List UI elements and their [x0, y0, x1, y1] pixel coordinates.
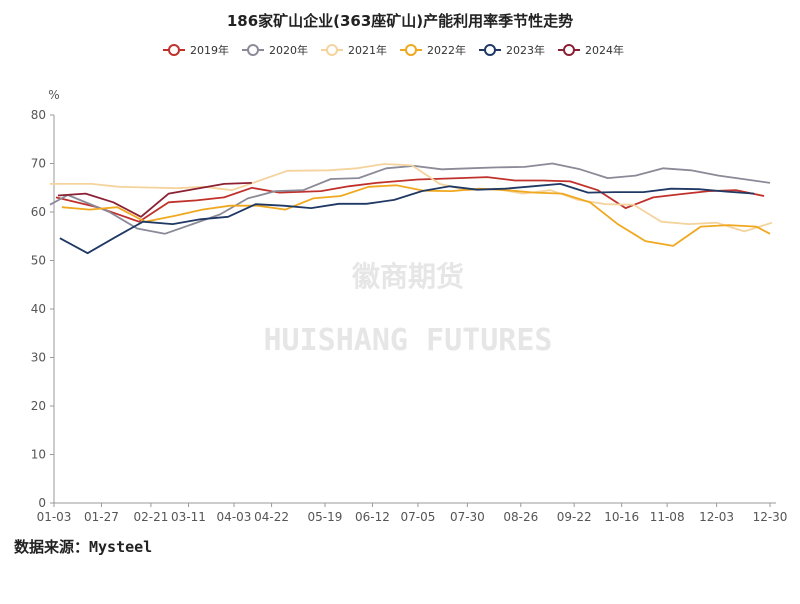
legend: 2019年 2020年 2021年 2022年 2023年 2024年	[163, 43, 624, 57]
chart-title: 186家矿山企业(363座矿山)产能利用率季节性走势	[227, 12, 573, 30]
x-tick-label: 05-19	[308, 510, 343, 524]
series-line-2019年	[55, 176, 765, 223]
y-axis-unit: %	[48, 88, 59, 102]
y-tick-label: 20	[31, 399, 46, 413]
x-tick-label: 03-11	[171, 510, 206, 524]
legend-label: 2024年	[585, 43, 624, 57]
legend-label: 2023年	[506, 43, 545, 57]
x-tick-label: 10-16	[604, 510, 639, 524]
series-lines	[49, 162, 773, 255]
x-tick-label: 12-03	[699, 510, 734, 524]
watermark-cn: 徽商期货	[351, 260, 464, 293]
x-tick-label: 01-27	[84, 510, 119, 524]
legend-swatch-marker	[405, 44, 417, 56]
x-tick-label: 08-26	[503, 510, 538, 524]
legend-item: 2019年	[163, 43, 229, 57]
legend-swatch-marker	[484, 44, 496, 56]
series-line-2024年	[57, 182, 252, 218]
x-tick-label: 04-03	[217, 510, 252, 524]
series-line-2023年	[59, 182, 755, 255]
x-tick-label: 06-12	[355, 510, 390, 524]
x-tick-label: 07-05	[400, 510, 435, 524]
series-line-2021年	[50, 163, 773, 233]
watermark-en: HUISHANG FUTURES	[264, 323, 553, 358]
legend-item: 2023年	[479, 43, 545, 57]
watermark: 徽商期货 HUISHANG FUTURES	[264, 260, 553, 358]
legend-swatch-marker	[326, 44, 338, 56]
legend-label: 2020年	[269, 43, 308, 57]
x-tick-label: 09-22	[557, 510, 592, 524]
x-tick-label: 02-21	[133, 510, 168, 524]
y-tick-label: 0	[38, 496, 46, 510]
legend-swatch-marker	[168, 44, 180, 56]
y-tick-label: 60	[31, 205, 46, 219]
x-tick-label: 01-03	[37, 510, 72, 524]
legend-item: 2024年	[558, 43, 624, 57]
axes: 0 10 20 30 40 50 60 70 80 01-03 01-27 02-21 03-11 04-…	[31, 108, 788, 524]
x-tick-label: 12-30	[753, 510, 788, 524]
y-tick-label: 50	[31, 254, 46, 268]
y-tick-label: 10	[31, 448, 46, 462]
legend-swatch-marker	[247, 44, 259, 56]
legend-label: 2019年	[190, 43, 229, 57]
x-tick-label: 04-22	[254, 510, 289, 524]
legend-label: 2022年	[427, 43, 466, 57]
y-tick-label: 40	[31, 302, 46, 316]
legend-item: 2020年	[242, 43, 308, 57]
legend-label: 2021年	[348, 43, 387, 57]
legend-swatch-marker	[563, 44, 575, 56]
y-tick-label: 80	[31, 108, 46, 122]
x-tick-label: 07-30	[450, 510, 485, 524]
y-tick-label: 70	[31, 157, 46, 171]
source-note: 数据来源：Mysteel	[14, 538, 153, 556]
legend-item: 2021年	[321, 43, 387, 57]
y-tick-label: 30	[31, 351, 46, 365]
x-tick-label: 11-08	[650, 510, 685, 524]
legend-item: 2022年	[400, 43, 466, 57]
